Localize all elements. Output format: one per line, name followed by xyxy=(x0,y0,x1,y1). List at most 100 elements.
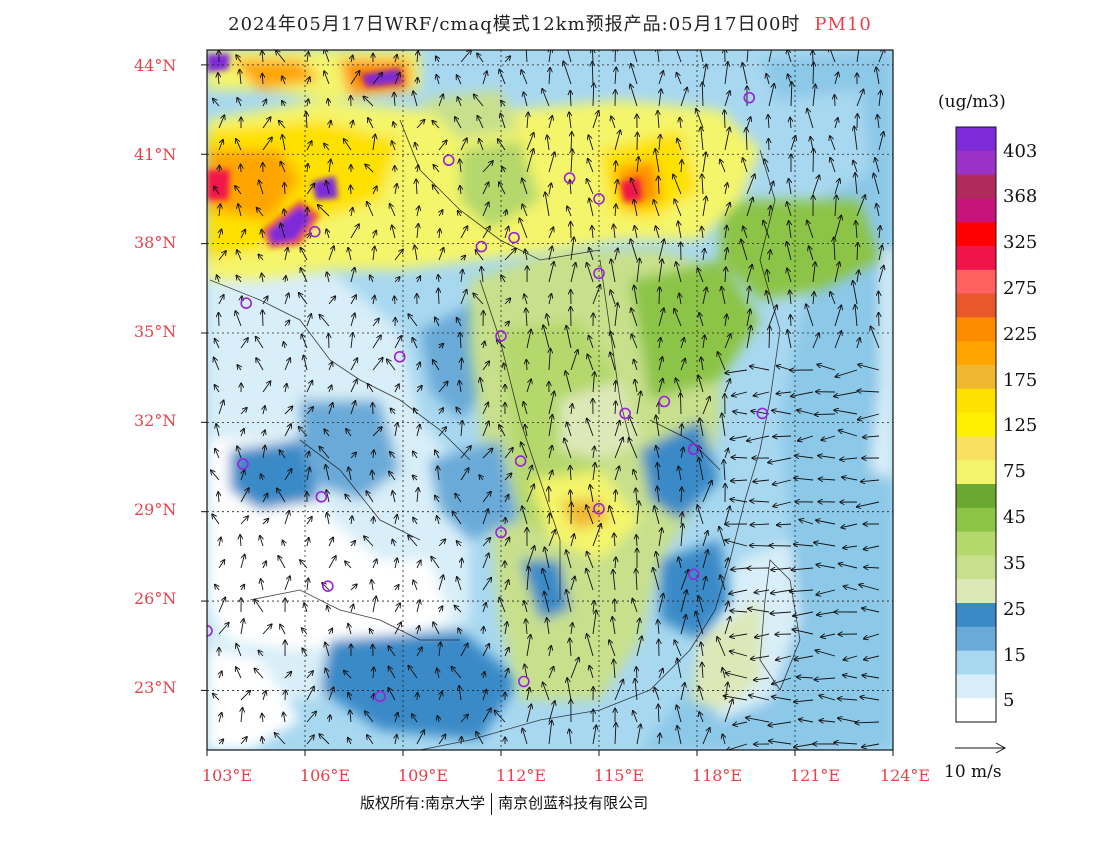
wind-arrow xyxy=(677,659,682,679)
wind-arrow xyxy=(505,669,508,679)
copyright-notice: 版权所有:南京大学 南京创蓝科技有限公司 xyxy=(360,792,648,815)
wind-arrow xyxy=(213,694,220,701)
wind-arrow xyxy=(350,380,357,393)
wind-arrow xyxy=(746,174,755,195)
wind-arrow xyxy=(236,55,242,63)
wind-arrow xyxy=(702,287,707,305)
wind-arrow xyxy=(392,225,395,239)
wind-arrow xyxy=(701,642,703,657)
wind-arrow xyxy=(858,413,880,420)
wind-arrow xyxy=(438,427,446,437)
wind-arrow xyxy=(285,276,286,283)
wind-arrow xyxy=(879,245,882,261)
concentration-field xyxy=(207,50,893,750)
wind-arrow xyxy=(237,250,242,261)
wind-arrow xyxy=(813,262,815,283)
wind-arrow xyxy=(542,89,550,107)
wind-arrow xyxy=(526,133,534,151)
wind-arrow xyxy=(451,667,462,679)
wind-arrow xyxy=(263,446,265,459)
wind-arrow xyxy=(327,606,329,613)
wind-arrow xyxy=(476,250,484,261)
wind-arrow xyxy=(217,275,219,283)
wind-arrow xyxy=(524,601,527,613)
wind-arrow xyxy=(702,550,708,569)
wind-arrow xyxy=(504,473,512,481)
wind-arrow xyxy=(589,248,594,261)
wind-arrow xyxy=(702,663,703,679)
wind-arrow xyxy=(460,50,471,63)
wind-arrow xyxy=(457,318,462,327)
wind-arrow xyxy=(459,381,461,393)
wind-arrow xyxy=(843,675,858,678)
wind-arrow xyxy=(841,523,858,528)
wind-arrow xyxy=(730,651,748,657)
legend-swatch xyxy=(956,650,996,675)
wind-arrow xyxy=(497,340,506,349)
wind-arrow xyxy=(328,687,334,701)
wind-arrow xyxy=(571,132,572,151)
wind-arrow xyxy=(724,617,730,635)
wind-arrow xyxy=(328,538,333,547)
wind-arrow xyxy=(634,360,637,371)
wind-arrow xyxy=(373,694,374,701)
wind-arrow xyxy=(787,242,792,261)
wind-arrow xyxy=(394,296,395,305)
wind-arrow xyxy=(413,476,417,480)
wind-arrow xyxy=(794,743,814,747)
wind-arrow xyxy=(460,290,467,305)
wind-arrow xyxy=(746,309,750,327)
wind-arrow xyxy=(724,699,733,723)
wind-arrow xyxy=(754,678,770,680)
wind-arrow xyxy=(368,118,374,129)
wind-arrow xyxy=(610,332,616,349)
wind-arrow xyxy=(261,230,263,239)
wind-arrow xyxy=(834,216,841,239)
wind-arrow xyxy=(285,248,288,261)
wind-arrow xyxy=(240,230,245,239)
wind-arrow xyxy=(263,406,265,415)
wind-arrow xyxy=(680,88,687,107)
wind-arrow xyxy=(789,221,791,239)
wind-arrow xyxy=(658,379,663,393)
wind-arrow xyxy=(504,56,510,63)
wind-arrow xyxy=(261,474,263,481)
wind-arrow xyxy=(218,115,224,129)
wind-arrow xyxy=(370,629,373,635)
wind-arrow xyxy=(436,56,439,63)
wind-arrow xyxy=(482,202,489,217)
wind-arrow xyxy=(791,568,814,570)
wind-arrow xyxy=(614,130,620,151)
wind-arrow xyxy=(461,559,462,569)
lon-label-103: 103°E xyxy=(201,766,253,785)
wind-arrow xyxy=(262,737,263,745)
wind-arrow xyxy=(830,158,836,173)
wind-arrow xyxy=(676,50,682,63)
wind-arrow xyxy=(750,501,770,502)
wind-arrow xyxy=(821,435,836,440)
wind-arrow xyxy=(733,411,748,414)
wind-arrow xyxy=(587,179,594,195)
wind-arrow xyxy=(502,167,505,173)
wind-arrow xyxy=(834,237,835,261)
wind-arrow xyxy=(438,539,445,547)
wind-arrow xyxy=(390,452,396,459)
city-marker xyxy=(619,407,631,420)
wind-arrow xyxy=(235,186,242,195)
wind-arrow xyxy=(724,203,730,217)
city-marker xyxy=(593,267,605,280)
wind-arrow xyxy=(725,449,728,459)
wind-arrow xyxy=(730,634,748,637)
wind-arrow xyxy=(769,250,770,261)
wind-arrow xyxy=(871,327,880,349)
wind-arrow xyxy=(483,690,486,701)
wind-arrow xyxy=(436,75,439,85)
wind-arrow xyxy=(549,116,552,129)
wind-arrow xyxy=(218,623,229,635)
wind-arrow xyxy=(477,53,484,63)
wind-arrow xyxy=(751,411,770,415)
legend-swatch xyxy=(956,507,996,533)
wind-arrow xyxy=(855,722,880,723)
wind-arrow xyxy=(319,734,330,745)
wind-arrow xyxy=(213,99,220,107)
